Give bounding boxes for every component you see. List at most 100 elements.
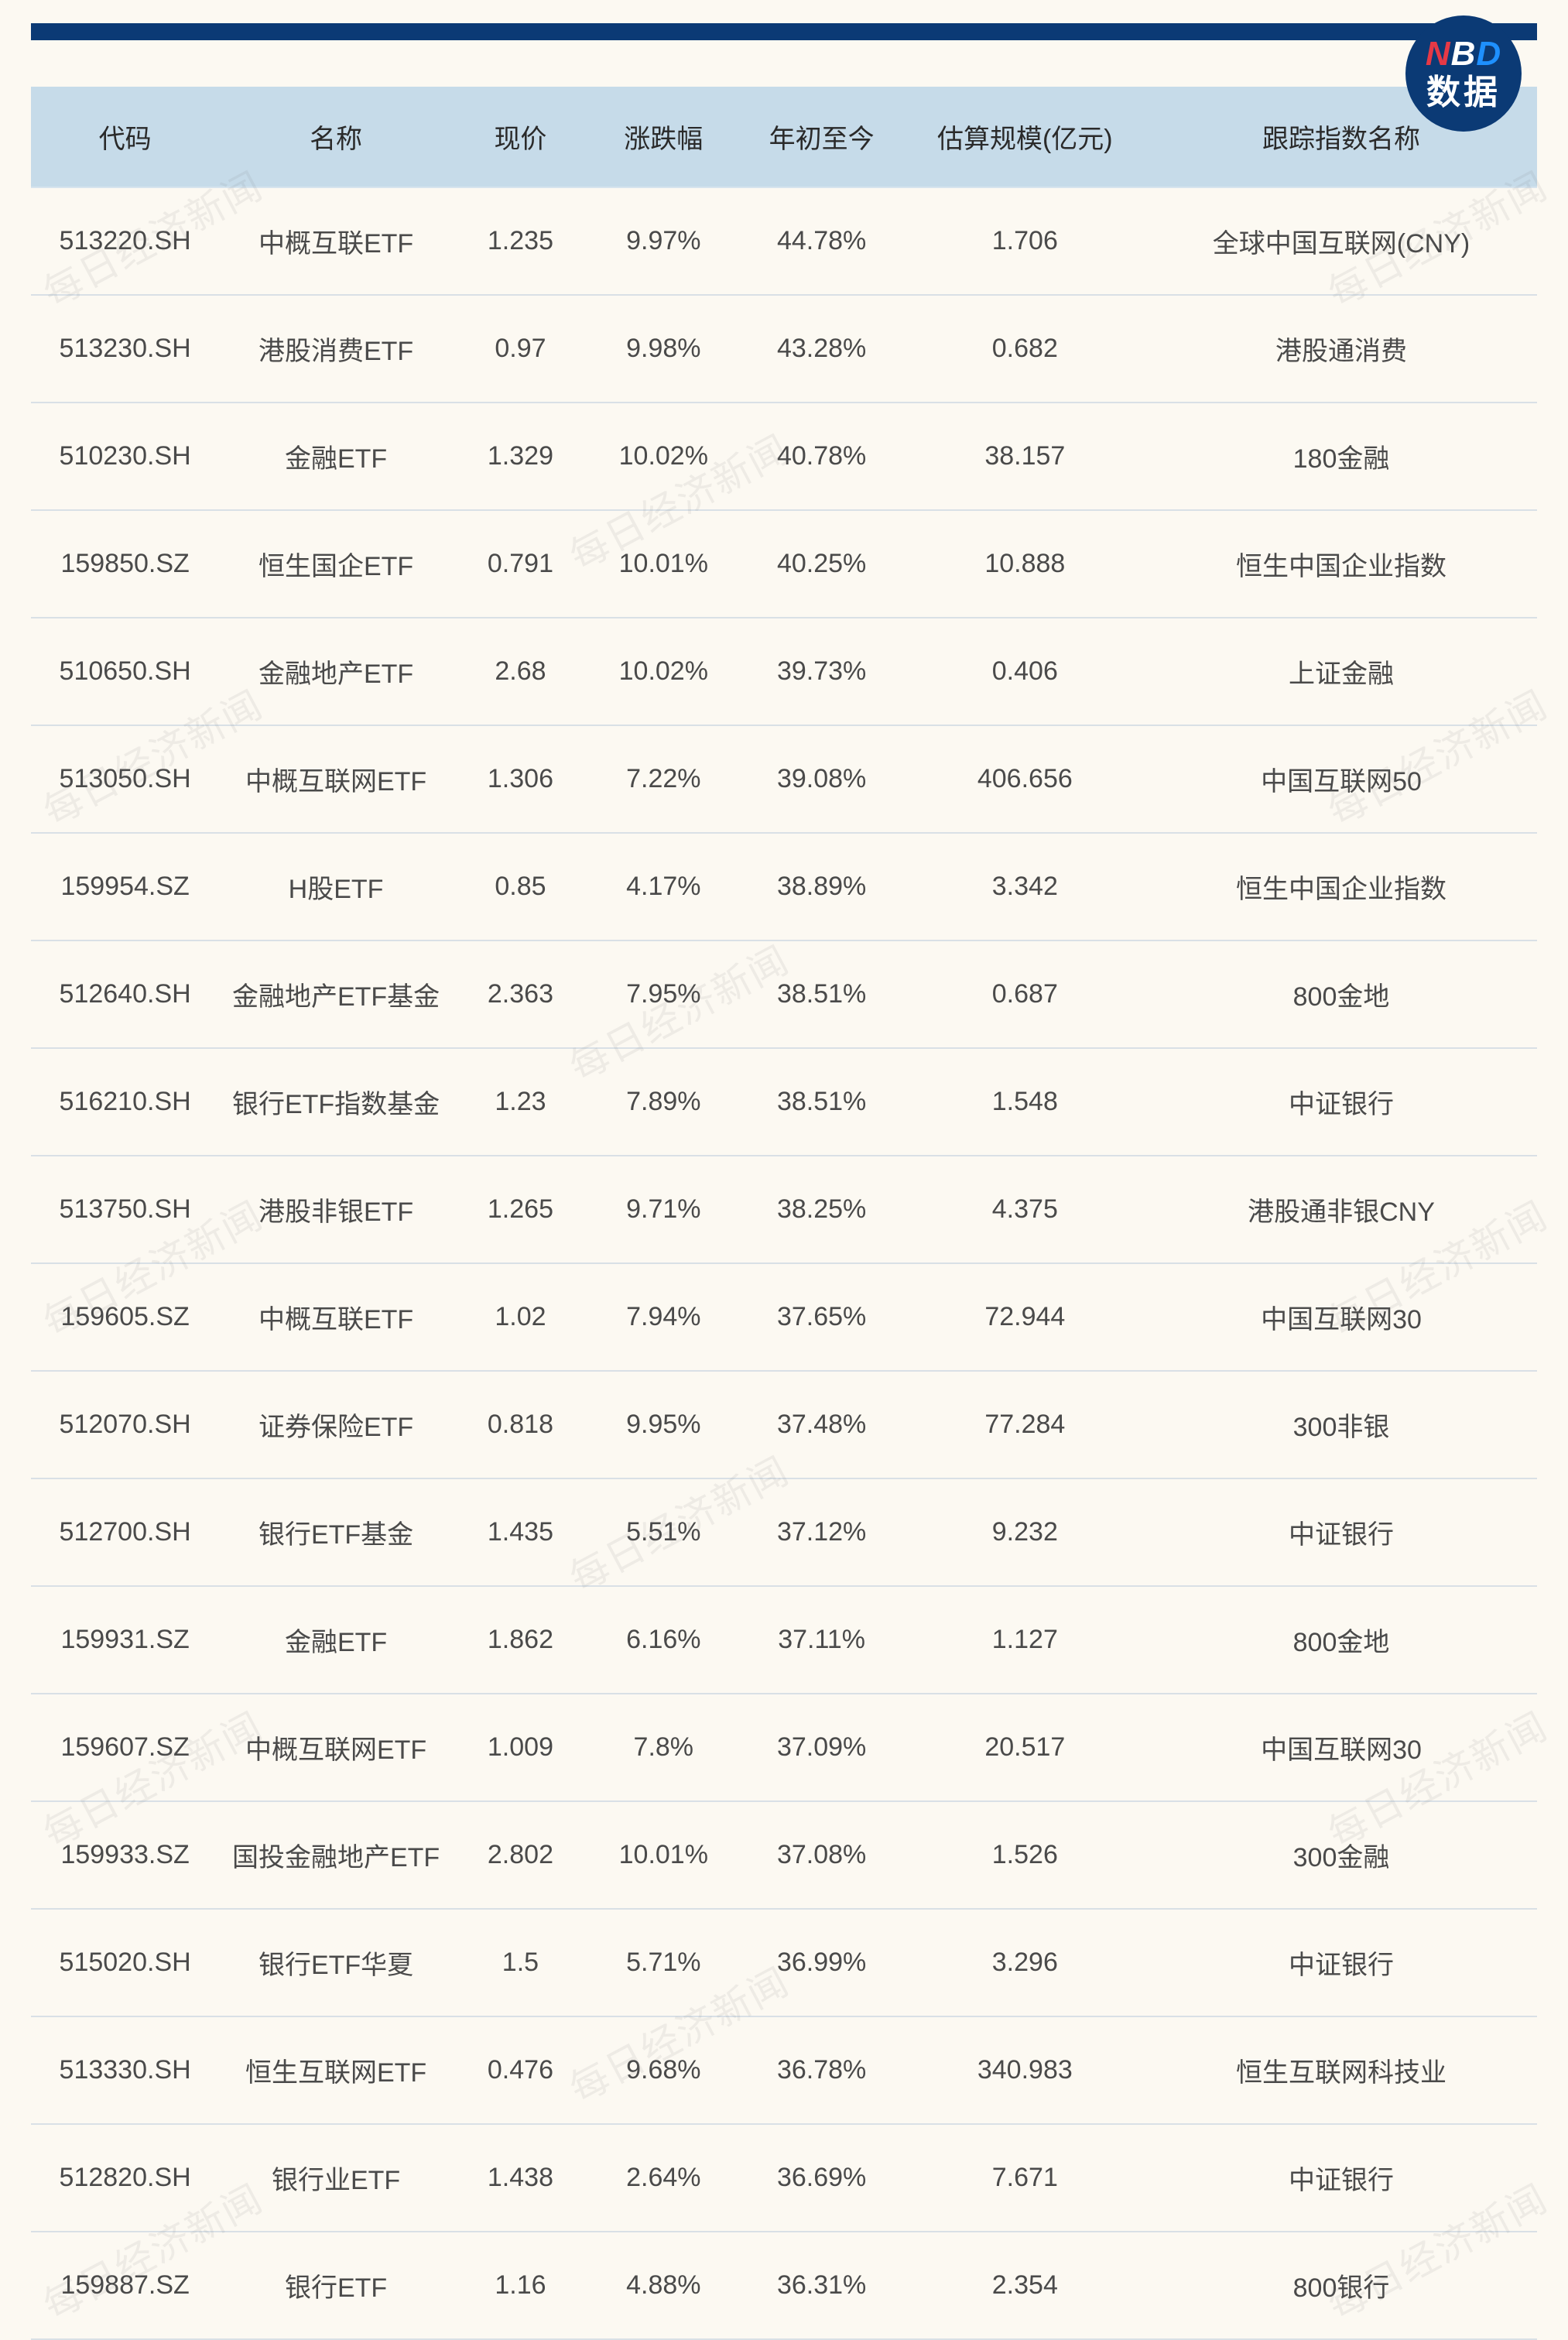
cell-ytd: 37.65% — [739, 1263, 905, 1371]
cell-price: 1.02 — [453, 1263, 588, 1371]
cell-chg: 9.95% — [588, 1371, 739, 1478]
cell-index: 恒生中国企业指数 — [1145, 510, 1537, 618]
cell-index: 港股通消费 — [1145, 295, 1537, 403]
cell-index: 180金融 — [1145, 403, 1537, 510]
cell-code: 515020.SH — [31, 1909, 219, 2016]
cell-price: 1.265 — [453, 1156, 588, 1263]
cell-ytd: 39.73% — [739, 618, 905, 725]
th-code: 代码 — [31, 87, 219, 187]
cell-aum: 406.656 — [905, 725, 1145, 833]
cell-code: 159933.SZ — [31, 1801, 219, 1909]
cell-chg: 2.64% — [588, 2124, 739, 2232]
cell-name: 金融ETF — [219, 1586, 453, 1694]
cell-ytd: 36.78% — [739, 2016, 905, 2124]
cell-code: 159607.SZ — [31, 1694, 219, 1801]
cell-aum: 3.342 — [905, 833, 1145, 940]
cell-ytd: 37.09% — [739, 1694, 905, 1801]
cell-aum: 340.983 — [905, 2016, 1145, 2124]
table-row: 159605.SZ中概互联ETF1.027.94%37.65%72.944中国互… — [31, 1263, 1537, 1371]
table-row: 159933.SZ国投金融地产ETF2.80210.01%37.08%1.526… — [31, 1801, 1537, 1909]
cell-ytd: 38.51% — [739, 940, 905, 1048]
cell-ytd: 40.78% — [739, 403, 905, 510]
th-ytd: 年初至今 — [739, 87, 905, 187]
table-row: 513330.SH恒生互联网ETF0.4769.68%36.78%340.983… — [31, 2016, 1537, 2124]
cell-code: 512640.SH — [31, 940, 219, 1048]
cell-name: 金融ETF — [219, 403, 453, 510]
cell-code: 512820.SH — [31, 2124, 219, 2232]
cell-price: 1.235 — [453, 187, 588, 295]
cell-index: 中国互联网30 — [1145, 1694, 1537, 1801]
cell-aum: 4.375 — [905, 1156, 1145, 1263]
top-bar — [31, 23, 1537, 40]
cell-ytd: 43.28% — [739, 295, 905, 403]
cell-price: 2.802 — [453, 1801, 588, 1909]
cell-index: 300金融 — [1145, 1801, 1537, 1909]
cell-chg: 9.71% — [588, 1156, 739, 1263]
cell-code: 510230.SH — [31, 403, 219, 510]
cell-name: 中概互联网ETF — [219, 725, 453, 833]
cell-chg: 9.97% — [588, 187, 739, 295]
badge-letters: NBD — [1426, 36, 1501, 73]
cell-ytd: 36.99% — [739, 1909, 905, 2016]
table-row: 159887.SZ银行ETF1.164.88%36.31%2.354800银行 — [31, 2232, 1537, 2339]
cell-aum: 0.682 — [905, 295, 1145, 403]
table-row: 513230.SH港股消费ETF0.979.98%43.28%0.682港股通消… — [31, 295, 1537, 403]
cell-index: 中证银行 — [1145, 1478, 1537, 1586]
table-row: 159607.SZ中概互联网ETF1.0097.8%37.09%20.517中国… — [31, 1694, 1537, 1801]
cell-chg: 9.98% — [588, 295, 739, 403]
cell-aum: 1.548 — [905, 1048, 1145, 1156]
cell-aum: 20.517 — [905, 1694, 1145, 1801]
cell-index: 800银行 — [1145, 2232, 1537, 2339]
cell-price: 1.435 — [453, 1478, 588, 1586]
table-row: 516210.SH银行ETF指数基金1.237.89%38.51%1.548中证… — [31, 1048, 1537, 1156]
cell-name: 恒生互联网ETF — [219, 2016, 453, 2124]
cell-aum: 1.526 — [905, 1801, 1145, 1909]
cell-ytd: 38.25% — [739, 1156, 905, 1263]
cell-ytd: 39.08% — [739, 725, 905, 833]
badge-subtitle: 数据 — [1426, 74, 1501, 111]
cell-ytd: 37.08% — [739, 1801, 905, 1909]
cell-chg: 10.02% — [588, 618, 739, 725]
cell-ytd: 40.25% — [739, 510, 905, 618]
cell-index: 中国互联网50 — [1145, 725, 1537, 833]
cell-index: 上证金融 — [1145, 618, 1537, 725]
cell-code: 513220.SH — [31, 187, 219, 295]
cell-chg: 5.71% — [588, 1909, 739, 2016]
th-chg: 涨跌幅 — [588, 87, 739, 187]
table-row: 513050.SH中概互联网ETF1.3067.22%39.08%406.656… — [31, 725, 1537, 833]
cell-name: 国投金融地产ETF — [219, 1801, 453, 1909]
cell-index: 中证银行 — [1145, 1048, 1537, 1156]
cell-price: 1.16 — [453, 2232, 588, 2339]
cell-code: 510650.SH — [31, 618, 219, 725]
cell-price: 0.476 — [453, 2016, 588, 2124]
cell-aum: 72.944 — [905, 1263, 1145, 1371]
cell-aum: 0.406 — [905, 618, 1145, 725]
table-row: 159850.SZ恒生国企ETF0.79110.01%40.25%10.888恒… — [31, 510, 1537, 618]
cell-index: 全球中国互联网(CNY) — [1145, 187, 1537, 295]
cell-ytd: 36.31% — [739, 2232, 905, 2339]
cell-code: 159850.SZ — [31, 510, 219, 618]
cell-name: 证券保险ETF — [219, 1371, 453, 1478]
cell-index: 中证银行 — [1145, 1909, 1537, 2016]
cell-ytd: 36.69% — [739, 2124, 905, 2232]
cell-aum: 2.354 — [905, 2232, 1145, 2339]
cell-chg: 6.16% — [588, 1586, 739, 1694]
badge-letter-b: B — [1451, 35, 1477, 73]
table-row: 513750.SH港股非银ETF1.2659.71%38.25%4.375港股通… — [31, 1156, 1537, 1263]
cell-index: 中证银行 — [1145, 2124, 1537, 2232]
cell-index: 恒生中国企业指数 — [1145, 833, 1537, 940]
cell-price: 2.68 — [453, 618, 588, 725]
cell-aum: 1.706 — [905, 187, 1145, 295]
cell-name: 银行ETF基金 — [219, 1478, 453, 1586]
cell-index: 800金地 — [1145, 940, 1537, 1048]
table-row: 513220.SH中概互联ETF1.2359.97%44.78%1.706全球中… — [31, 187, 1537, 295]
cell-price: 1.5 — [453, 1909, 588, 2016]
cell-price: 2.363 — [453, 940, 588, 1048]
cell-code: 159954.SZ — [31, 833, 219, 940]
cell-name: 恒生国企ETF — [219, 510, 453, 618]
cell-code: 159605.SZ — [31, 1263, 219, 1371]
table-row: 159931.SZ金融ETF1.8626.16%37.11%1.127800金地 — [31, 1586, 1537, 1694]
cell-code: 513230.SH — [31, 295, 219, 403]
cell-name: 中概互联ETF — [219, 187, 453, 295]
cell-index: 300非银 — [1145, 1371, 1537, 1478]
